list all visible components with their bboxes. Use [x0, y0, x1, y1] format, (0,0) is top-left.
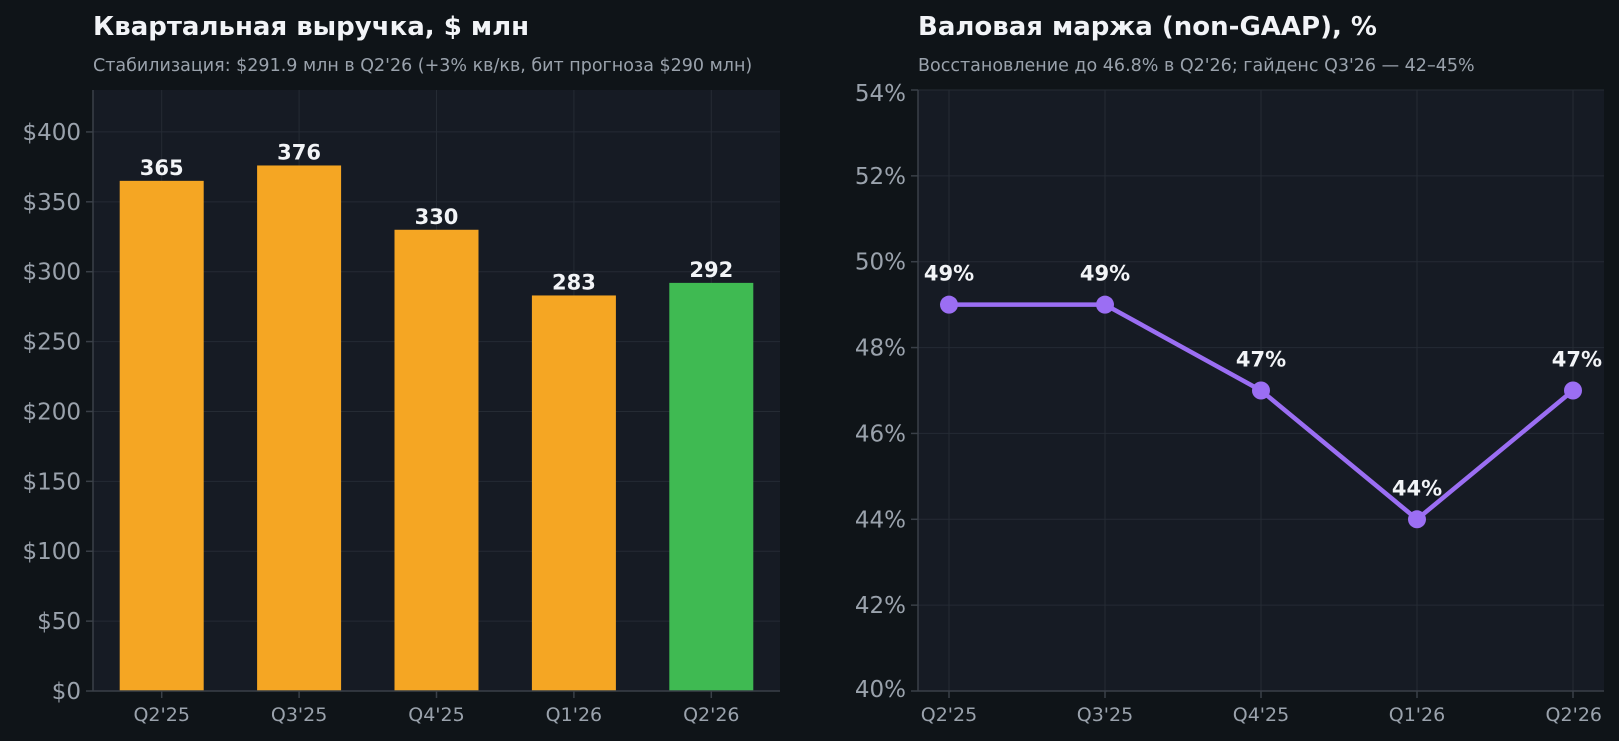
- gross-margin-point: [1408, 510, 1426, 529]
- revenue-ytick-label: $300: [22, 260, 81, 286]
- revenue-ytick-label: $400: [22, 120, 81, 146]
- gross-margin-chart-title: Валовая маржа (non-GAAP), %: [918, 12, 1377, 42]
- gross-margin-axes: 40% 42% 44% 46% 48% 50% 52% 54% Q2'25 Q3'25 Q4'25 Q…: [855, 81, 1604, 726]
- revenue-xtick-label: Q2'26: [683, 704, 739, 726]
- revenue-ytick-label: $100: [22, 539, 81, 565]
- gross-margin-data-label: 49%: [1080, 262, 1130, 286]
- revenue-ytick-label: $200: [22, 399, 81, 425]
- revenue-chart: Квартальная выручка, $ млн Стабилизация:…: [22, 12, 780, 726]
- gross-margin-data-label: 49%: [924, 262, 974, 286]
- revenue-bars: [119, 165, 754, 692]
- revenue-chart-title: Квартальная выручка, $ млн: [93, 12, 529, 42]
- revenue-bar: [257, 165, 342, 691]
- revenue-bar: [119, 180, 204, 692]
- revenue-data-label: 365: [140, 156, 184, 180]
- gross-margin-ytick-label: 42%: [855, 593, 906, 619]
- gross-margin-series: [940, 295, 1582, 529]
- gross-margin-ytick-label: 52%: [855, 164, 906, 190]
- gross-margin-xtick-label: Q2'25: [921, 704, 977, 726]
- gross-margin-ytick-label: 40%: [855, 677, 906, 703]
- revenue-chart-subtitle: Стабилизация: $291.9 млн в Q2'26 (+3% кв…: [93, 56, 752, 76]
- gross-margin-ytick-label: 50%: [855, 250, 906, 276]
- revenue-ytick-label: $250: [22, 330, 81, 356]
- revenue-bar: [394, 229, 479, 691]
- gross-margin-xtick-label: Q3'25: [1077, 704, 1133, 726]
- gross-margin-chart: Валовая маржа (non-GAAP), % Восстановлен…: [855, 12, 1604, 726]
- gross-margin-ytick-label: 54%: [855, 81, 906, 107]
- revenue-data-label: 376: [277, 140, 321, 164]
- gross-margin-data-label: 47%: [1236, 348, 1286, 372]
- revenue-xtick-label: Q1'26: [546, 704, 602, 726]
- revenue-data-label: 283: [552, 270, 596, 294]
- gross-margin-point: [940, 295, 958, 314]
- gross-margin-data-label: 44%: [1392, 476, 1442, 500]
- revenue-axes: $0 $50 $100 $150 $200 $250 $300 $350 $400 Q2'25 Q3…: [22, 90, 780, 726]
- gross-margin-ytick-label: 44%: [855, 507, 906, 533]
- gross-margin-data-labels: 49% 49% 47% 44% 47%: [924, 262, 1602, 501]
- gross-margin-xtick-label: Q4'25: [1233, 704, 1289, 726]
- revenue-data-label: 330: [415, 205, 459, 229]
- revenue-xtick-label: Q4'25: [408, 704, 464, 726]
- gross-margin-ytick-label: 46%: [855, 421, 906, 447]
- revenue-xtick-label: Q3'25: [271, 704, 327, 726]
- gross-margin-point: [1252, 381, 1270, 400]
- gross-margin-xtick-label: Q1'26: [1389, 704, 1445, 726]
- revenue-data-labels: 365 376 330 283 292: [140, 140, 733, 294]
- revenue-data-label: 292: [689, 258, 733, 282]
- revenue-ytick-label: $150: [22, 469, 81, 495]
- revenue-ytick-label: $350: [22, 190, 81, 216]
- gross-margin-ytick-label: 48%: [855, 336, 906, 362]
- gross-margin-chart-subtitle: Восстановление до 46.8% в Q2'26; гайденс…: [918, 56, 1475, 76]
- revenue-ytick-label: $50: [37, 609, 81, 635]
- gross-margin-xtick-label: Q2'26: [1546, 704, 1602, 726]
- gross-margin-point: [1564, 381, 1582, 400]
- gross-margin-point: [1096, 295, 1114, 314]
- revenue-bar: [669, 282, 754, 691]
- revenue-xtick-label: Q2'25: [133, 704, 189, 726]
- revenue-ytick-label: $0: [52, 679, 81, 705]
- gross-margin-data-label: 47%: [1552, 348, 1602, 372]
- revenue-bar: [531, 295, 616, 691]
